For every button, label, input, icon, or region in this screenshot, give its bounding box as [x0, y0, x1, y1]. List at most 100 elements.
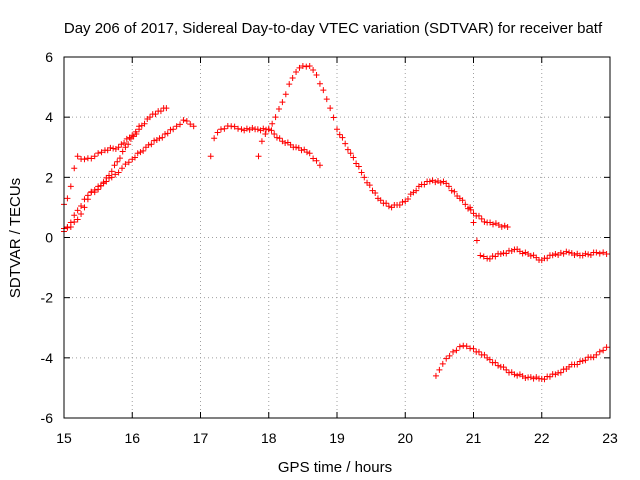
data-point — [585, 251, 592, 258]
data-point — [426, 178, 433, 185]
data-point — [557, 369, 564, 376]
data-point — [263, 126, 270, 133]
data-point — [71, 165, 78, 172]
data-point — [500, 364, 507, 371]
data-point — [453, 347, 460, 354]
data-point — [134, 150, 141, 157]
data-point — [350, 154, 357, 161]
y-tick-label: -2 — [41, 290, 54, 306]
data-point — [293, 69, 300, 76]
data-point — [276, 135, 283, 142]
data-point — [339, 134, 346, 141]
series-arc-d — [207, 122, 323, 169]
data-point — [470, 345, 477, 352]
data-point — [443, 180, 450, 187]
data-point — [136, 123, 143, 130]
data-point — [137, 149, 144, 156]
data-point — [603, 251, 610, 258]
series-arc-e — [255, 63, 511, 230]
x-tick-label: 19 — [329, 430, 345, 446]
data-point — [552, 251, 559, 258]
data-point — [514, 372, 521, 379]
data-point — [299, 63, 306, 70]
data-point — [481, 351, 488, 358]
data-point — [451, 188, 458, 195]
data-point — [316, 162, 323, 169]
data-point — [396, 202, 403, 209]
data-point — [492, 253, 499, 260]
data-point — [125, 159, 132, 166]
data-point — [132, 128, 139, 135]
data-point — [214, 129, 221, 136]
data-point — [475, 348, 482, 355]
data-point — [342, 140, 349, 147]
data-point — [334, 126, 340, 133]
data-point — [503, 366, 510, 373]
chart-title: Day 206 of 2017, Sidereal Day-to-day VTE… — [64, 20, 603, 37]
data-point — [190, 123, 197, 130]
data-point — [497, 251, 504, 258]
data-point — [286, 81, 293, 88]
data-point — [107, 144, 114, 151]
data-point — [303, 149, 310, 156]
data-point — [303, 63, 310, 70]
data-point — [67, 223, 74, 230]
data-point — [157, 108, 164, 115]
data-point — [207, 153, 214, 160]
data-point — [118, 141, 125, 148]
x-tick-label: 17 — [193, 430, 209, 446]
data-point — [508, 248, 515, 255]
data-point — [344, 146, 351, 153]
data-point — [114, 158, 121, 165]
data-point — [323, 96, 330, 103]
data-point — [145, 141, 152, 148]
x-tick-label: 20 — [397, 430, 413, 446]
data-point — [432, 179, 439, 186]
data-point — [88, 155, 95, 162]
data-point — [115, 169, 122, 176]
data-point — [593, 249, 600, 256]
data-point — [477, 252, 484, 259]
y-axis-label: SDTVAR / TECUs — [7, 178, 24, 298]
data-point — [152, 111, 159, 118]
data-point — [164, 130, 171, 137]
data-point — [110, 145, 117, 152]
data-point — [385, 203, 392, 210]
data-point — [492, 359, 499, 366]
data-point — [498, 223, 505, 230]
data-point — [91, 153, 98, 160]
data-point — [501, 222, 508, 229]
data-point — [549, 252, 556, 259]
data-point — [596, 348, 603, 355]
x-tick-label: 15 — [56, 430, 72, 446]
data-point — [574, 361, 581, 368]
data-point — [282, 140, 289, 147]
data-point — [272, 114, 279, 121]
data-point — [310, 66, 317, 73]
data-point — [463, 343, 470, 350]
data-point — [296, 64, 303, 71]
data-point — [437, 179, 444, 186]
data-point — [173, 123, 180, 130]
data-point — [576, 358, 583, 365]
data-point — [316, 80, 323, 87]
data-points — [61, 63, 610, 383]
x-axis-label: GPS time / hours — [278, 459, 392, 476]
data-point — [541, 376, 548, 383]
data-point — [310, 155, 317, 162]
data-point — [566, 249, 573, 256]
data-point — [313, 72, 320, 79]
data-point — [238, 126, 245, 133]
data-point — [582, 357, 589, 364]
data-point — [582, 250, 589, 257]
data-point — [593, 351, 600, 358]
data-point — [504, 223, 511, 230]
data-point — [84, 196, 91, 203]
data-point — [159, 134, 166, 141]
data-point — [115, 144, 122, 151]
data-point — [170, 126, 177, 133]
data-point — [478, 215, 485, 222]
data-point — [579, 357, 586, 364]
data-point — [279, 99, 286, 106]
